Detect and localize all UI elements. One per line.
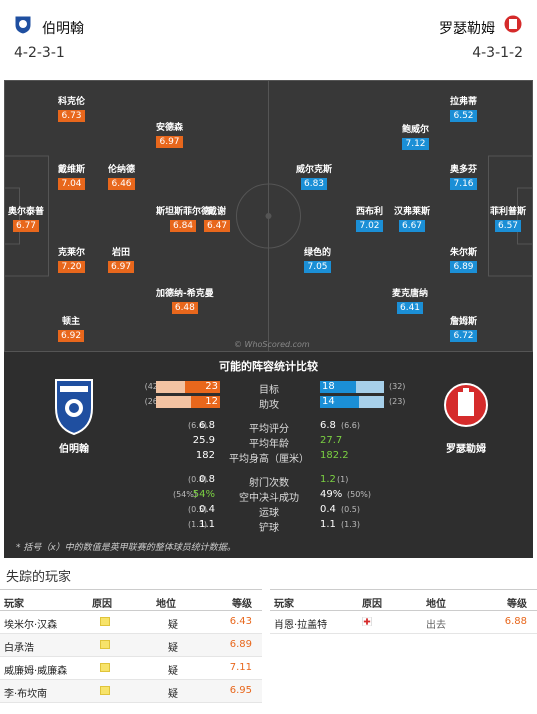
- table-row[interactable]: 埃米尔·汉森 疑 6.43: [0, 611, 262, 634]
- away-team-name[interactable]: 罗瑟勒姆: [439, 21, 495, 37]
- away-player[interactable]: 绿色的 7.05: [304, 248, 332, 273]
- home-player[interactable]: 顿主 6.92: [58, 314, 85, 342]
- table-row[interactable]: 李·布坎南 疑 6.95: [0, 680, 262, 703]
- away-player[interactable]: 朱尔斯 6.89: [450, 248, 478, 273]
- missing-table-home: 玩家 原因 地位 等级 埃米尔·汉森 疑 6.43 白承浩 疑 6.89 威廉姆…: [0, 589, 262, 703]
- comparison-row: (0.8) 0.8 射门次数 1.2 (1): [188, 474, 349, 489]
- watermark: © WhoScored.com: [234, 340, 310, 349]
- home-team-label: 伯明翰: [59, 444, 89, 455]
- table-row[interactable]: 威廉姆·威廉森 疑 7.11: [0, 657, 262, 680]
- doubtful-icon: [100, 640, 110, 649]
- away-player[interactable]: 菲利普斯 6.57: [490, 207, 527, 232]
- home-assists-bar: 12: [156, 396, 220, 408]
- comparison-row: (6.6) 6.8 平均评分 6.8 (6.6): [188, 420, 360, 435]
- rotherham-crest-icon: [503, 14, 523, 34]
- home-player[interactable]: 加德纳-希克曼 6.48: [156, 289, 214, 314]
- away-league-assists: (23): [389, 397, 406, 406]
- comparison-row: (1.3) 1.1 铲球 1.1 (1.3): [188, 519, 360, 534]
- birmingham-crest-icon: [55, 379, 93, 436]
- match-header: 伯明翰 4-2-3-1 罗瑟勒姆 4-3-1-2: [0, 0, 537, 78]
- birmingham-crest-icon: [14, 15, 32, 35]
- missing-table-away: 玩家 原因 地位 等级 肖恩·拉盖特 出去 6.88: [270, 589, 537, 634]
- doubtful-icon: [100, 617, 110, 626]
- rotherham-crest-icon: [444, 383, 488, 427]
- doubtful-icon: [100, 686, 110, 695]
- doubtful-icon: [100, 663, 110, 672]
- away-player[interactable]: 威尔克斯 6.83: [296, 165, 333, 190]
- home-goals-bar: 23: [156, 381, 220, 393]
- missing-players-title: 失踪的玩家: [6, 570, 72, 585]
- comparison-row: 182 平均身高（厘米） 182.2: [195, 450, 349, 465]
- away-assists-bar: 14: [320, 396, 384, 408]
- lineup-comparison: 可能的阵容统计比较 伯明翰 罗瑟勒姆 (42) 23 目标 18 (32) (2…: [4, 352, 533, 558]
- home-league-assists: (26): [144, 397, 161, 406]
- away-formation: 4-3-1-2: [472, 45, 523, 61]
- home-player[interactable]: 岩田 6.97: [108, 245, 135, 273]
- comparison-row-assists: (26) 12 助攻 14 (23): [4, 396, 533, 411]
- home-formation: 4-2-3-1: [14, 45, 65, 61]
- home-player[interactable]: 斯坦斯菲尔德 6.84: [156, 207, 211, 232]
- away-player[interactable]: 鲍威尔 7.12: [402, 125, 430, 150]
- comparison-row: (54%) 54% 空中决斗成功 49% (50%): [172, 489, 372, 504]
- pitch-lines: [4, 80, 533, 352]
- comparison-row: 25.9 平均年龄 27.7: [192, 435, 343, 450]
- comparison-row: (0.5) 0.4 运球 0.4 (0.5): [188, 504, 360, 519]
- home-player[interactable]: 克莱尔 7.20: [58, 248, 86, 273]
- away-league-goals: (32): [389, 382, 406, 391]
- pitch: 科克伦 6.73 安德森 6.97 戴维斯 7.04 伦纳德 6.46 奥尔泰普 6.77…: [4, 80, 533, 352]
- away-player[interactable]: 拉弗蒂 6.52: [450, 97, 478, 122]
- table-header: 玩家 原因 地位 等级: [0, 589, 262, 611]
- home-player[interactable]: 科克伦 6.73: [58, 97, 86, 122]
- home-player[interactable]: 戴谢 6.47: [204, 204, 231, 232]
- table-row[interactable]: 肖恩·拉盖特 出去 6.88: [270, 611, 537, 634]
- home-player[interactable]: 戴维斯 7.04: [58, 165, 86, 190]
- away-player[interactable]: 詹姆斯 6.72: [450, 317, 478, 342]
- away-player[interactable]: 麦克唐纳 6.41: [392, 289, 429, 314]
- table-row[interactable]: 白承浩 疑 6.89: [0, 634, 262, 657]
- comparison-title: 可能的阵容统计比较: [219, 360, 318, 373]
- home-player[interactable]: 伦纳德 6.46: [108, 165, 136, 190]
- home-player[interactable]: 奥尔泰普 6.77: [8, 207, 45, 232]
- away-player[interactable]: 汉弗莱斯 6.67: [394, 207, 431, 232]
- home-player[interactable]: 安德森 6.97: [156, 123, 184, 148]
- home-league-goals: (42): [144, 382, 161, 391]
- table-header: 玩家 原因 地位 等级: [270, 589, 537, 611]
- assists-label: 助攻: [259, 400, 279, 411]
- comparison-row-goals: (42) 23 目标 18 (32): [4, 381, 533, 396]
- away-goals-bar: 18: [320, 381, 384, 393]
- footnote: * 括号（x）中的数值是英甲联赛的整体球员统计数据。: [16, 543, 236, 553]
- away-player[interactable]: 奥多芬 7.16: [450, 165, 478, 190]
- injury-icon: [362, 617, 372, 626]
- goals-label: 目标: [259, 385, 279, 396]
- home-team-name[interactable]: 伯明翰: [42, 21, 84, 37]
- away-team-label: 罗瑟勒姆: [446, 444, 486, 455]
- away-player[interactable]: 西布利 7.02: [356, 207, 384, 232]
